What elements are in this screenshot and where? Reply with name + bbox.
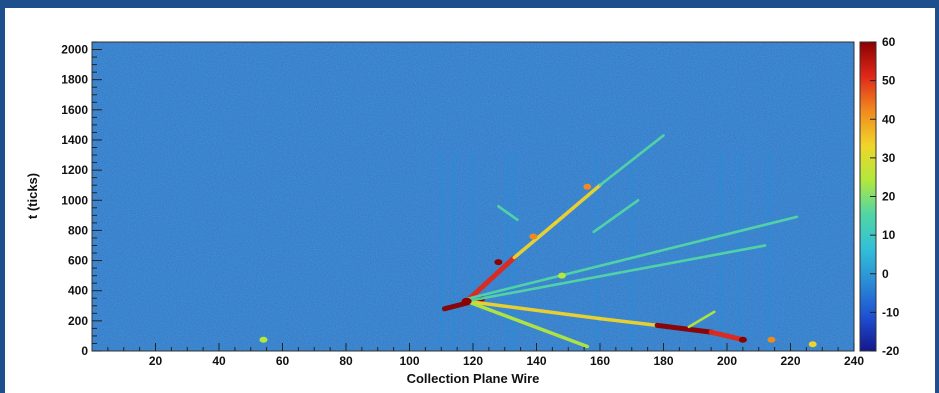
x-tick-label: 160 [590, 354, 610, 368]
y-tick-label: 1000 [61, 193, 88, 207]
heatmap-area [92, 42, 854, 351]
track [464, 299, 602, 321]
wire-band [452, 152, 456, 351]
colorbar-tick-label: -20 [882, 344, 900, 358]
x-tick-label: 100 [399, 354, 419, 368]
track [598, 316, 659, 328]
hotspot [583, 183, 592, 190]
x-tick-label: 120 [463, 354, 483, 368]
colorbar-tick-label: 50 [882, 74, 896, 88]
axes: 20 40 60 80 100 120 140 160 180 200 220 240 0 200 400 6… [61, 41, 864, 368]
x-tick-label: 200 [717, 354, 737, 368]
x-tick-label: 180 [653, 354, 673, 368]
track [592, 198, 640, 234]
hotspot [494, 259, 503, 266]
colorbar: -20 -10 0 10 20 30 40 50 60 [859, 35, 900, 358]
y-tick-label: 0 [81, 344, 88, 358]
colorbar-tick-label: 10 [882, 228, 896, 242]
y-tick-label: 1200 [61, 163, 88, 177]
wire-band [595, 152, 599, 351]
y-tick-label: 800 [68, 223, 88, 237]
track [708, 329, 743, 342]
track [553, 183, 602, 225]
x-tick-label: 20 [149, 354, 163, 368]
wire-band [471, 152, 475, 351]
colorbar-tick-label: 20 [882, 190, 896, 204]
hotspot [557, 272, 566, 279]
track [464, 255, 517, 304]
wire-band [439, 152, 443, 351]
interaction-vertex [461, 297, 472, 305]
hotspot [259, 336, 268, 343]
track [465, 215, 799, 301]
window-right-border [935, 0, 939, 393]
x-axis-title: Collection Plane Wire [407, 371, 540, 386]
track [512, 221, 558, 260]
y-tick-label: 400 [68, 284, 88, 298]
x-tick-label: 140 [526, 354, 546, 368]
y-tick-label: 2000 [61, 43, 88, 57]
track [497, 204, 519, 222]
y-tick-label: 200 [68, 314, 88, 328]
hotspot [738, 336, 747, 343]
track [464, 299, 590, 349]
y-tick-label: 1400 [61, 133, 88, 147]
x-tick-label: 80 [339, 354, 353, 368]
wire-band [719, 152, 723, 351]
window-top-border [0, 0, 939, 8]
colorbar-tick-label: 40 [882, 112, 896, 126]
hotspot [529, 233, 538, 240]
hotspot [808, 341, 817, 348]
x-tick-label: 40 [212, 354, 226, 368]
y-axis-title: t (ticks) [25, 173, 40, 219]
x-tick-label: 220 [780, 354, 800, 368]
x-tick-label: 240 [844, 354, 864, 368]
y-tick-label: 1800 [61, 73, 88, 87]
wire-band [766, 152, 770, 351]
wire-band [630, 152, 634, 351]
colorbar-tick-label: 0 [882, 267, 889, 281]
y-tick-label: 1600 [61, 103, 88, 117]
x-tick-label: 60 [276, 354, 290, 368]
track [465, 244, 767, 303]
wire-band [512, 152, 516, 351]
colorbar-tick-label: 30 [882, 151, 896, 165]
colorbar-tick-label: -10 [882, 305, 900, 319]
window-left-border [0, 0, 5, 393]
colorbar-tick-label: 60 [882, 35, 896, 49]
track [598, 134, 665, 187]
wire-band [506, 152, 510, 351]
track [687, 310, 716, 329]
track [654, 322, 714, 335]
y-tick-label: 600 [68, 254, 88, 268]
hotspot [767, 336, 776, 343]
